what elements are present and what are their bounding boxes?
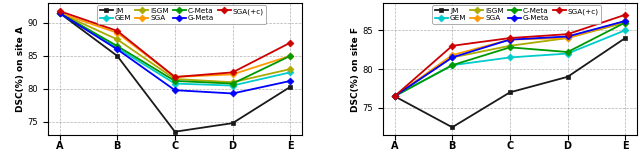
Line: SGA(+c): SGA(+c) [392,12,628,99]
Line: JM: JM [392,36,628,130]
SGA [390,95,398,97]
SGA(+c) [171,76,179,78]
Line: ISGM: ISGM [57,11,292,85]
G-Meta [171,89,179,91]
ISGM [171,78,179,80]
SGA [171,76,179,78]
JM [621,37,629,39]
Line: GEM: GEM [57,11,292,88]
SGA(+c) [287,42,294,44]
C-Meta [390,95,398,97]
C-Meta [228,83,236,84]
SGA(+c) [390,95,398,97]
SGA(+c) [564,33,572,35]
SGA [228,73,236,75]
G-Meta [564,35,572,37]
JM [564,76,572,78]
ISGM [113,38,121,40]
GEM [621,29,629,31]
SGA [506,39,514,41]
ISGM [564,37,572,39]
GEM [506,57,514,58]
JM [390,95,398,97]
SGA(+c) [228,71,236,73]
Line: G-Meta: G-Meta [57,11,292,96]
Line: G-Meta: G-Meta [392,19,628,99]
G-Meta [56,12,63,14]
ISGM [506,45,514,47]
ISGM [228,81,236,83]
SGA [564,37,572,39]
SGA [56,12,63,14]
C-Meta [56,12,63,14]
G-Meta [390,95,398,97]
G-Meta [113,48,121,50]
Line: SGA: SGA [392,19,628,99]
GEM [449,64,456,66]
Legend: JM, GEM, ISGM, SGA, C-Meta, G-Meta, SGA(+c): JM, GEM, ISGM, SGA, C-Meta, G-Meta, SGA(… [432,5,601,24]
Y-axis label: DSC(%) on site F: DSC(%) on site F [351,27,360,112]
Line: ISGM: ISGM [392,20,628,99]
Line: C-Meta: C-Meta [392,20,628,99]
SGA(+c) [449,45,456,47]
Y-axis label: DSC(%) on site A: DSC(%) on site A [16,26,25,112]
JM [449,126,456,128]
GEM [564,53,572,54]
ISGM [621,22,629,24]
Line: C-Meta: C-Meta [57,11,292,86]
C-Meta [449,64,456,66]
GEM [390,95,398,97]
G-Meta [449,57,456,58]
JM [56,12,63,14]
C-Meta [287,55,294,57]
SGA(+c) [56,10,63,12]
SGA [287,55,294,57]
G-Meta [287,80,294,82]
JM [287,86,294,88]
GEM [287,71,294,73]
ISGM [390,95,398,97]
C-Meta [506,46,514,48]
C-Meta [171,80,179,82]
JM [171,131,179,133]
SGA(+c) [506,37,514,39]
JM [506,91,514,93]
SGA [113,32,121,34]
Line: JM: JM [57,11,292,134]
Legend: JM, GEM, ISGM, SGA, C-Meta, G-Meta, SGA(+c): JM, GEM, ISGM, SGA, C-Meta, G-Meta, SGA(… [97,5,266,24]
GEM [56,12,63,14]
GEM [113,47,121,49]
Line: SGA: SGA [57,11,292,79]
G-Meta [506,39,514,41]
C-Meta [621,22,629,24]
SGA(+c) [113,30,121,32]
C-Meta [113,45,121,47]
GEM [171,83,179,84]
JM [113,55,121,57]
Line: GEM: GEM [392,28,628,99]
G-Meta [621,20,629,22]
SGA(+c) [621,14,629,16]
Line: SGA(+c): SGA(+c) [57,9,292,79]
ISGM [449,57,456,58]
GEM [228,85,236,87]
ISGM [56,12,63,14]
SGA [449,54,456,56]
JM [228,122,236,124]
G-Meta [228,92,236,94]
SGA [621,20,629,22]
C-Meta [564,51,572,53]
ISGM [287,68,294,70]
